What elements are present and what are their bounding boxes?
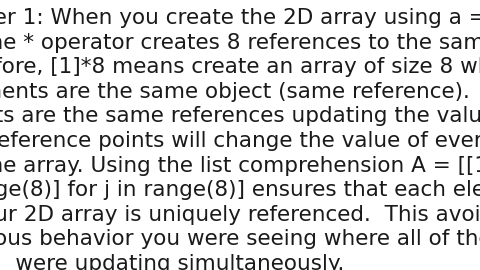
Text: the * operator creates 8 references to the same ob: the * operator creates 8 references to t… (0, 33, 480, 53)
Text: ments are the same object (same reference).  Since: ments are the same object (same referenc… (0, 82, 480, 102)
Text: eous behavior you were seeing where all of the ele: eous behavior you were seeing where all … (0, 229, 480, 249)
Text: the array. Using the list comprehension A = [[1 for i: the array. Using the list comprehension … (0, 156, 480, 176)
Text: our 2D array is uniquely referenced.  This avoids th: our 2D array is uniquely referenced. Thi… (0, 205, 480, 225)
Text: -reference points will change the value of every ele: -reference points will change the value … (0, 131, 480, 151)
Text: nts are the same references updating the value to: nts are the same references updating the… (0, 106, 480, 126)
Text: efore, [1]*8 means create an array of size 8 where: efore, [1]*8 means create an array of si… (0, 57, 480, 77)
Text: nge(8)] for j in range(8)] ensures that each element: nge(8)] for j in range(8)] ensures that … (0, 180, 480, 200)
Text: were updating simultaneously.: were updating simultaneously. (0, 254, 344, 270)
Text: ver 1: When you create the 2D array using a = [[1]*: ver 1: When you create the 2D array usin… (0, 8, 480, 28)
